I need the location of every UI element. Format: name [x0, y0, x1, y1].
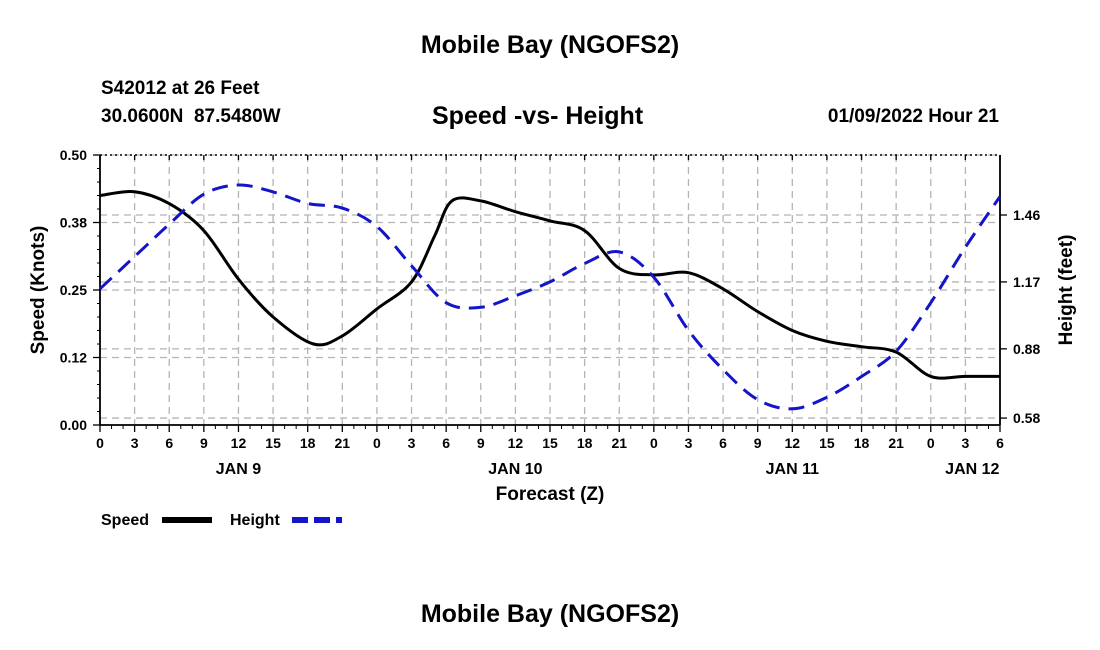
y-left-tick-label: 0.50 — [60, 147, 87, 163]
y-right-tick-label: 0.58 — [1013, 410, 1040, 426]
legend-height-label: Height — [230, 512, 280, 529]
x-tick-label: 6 — [719, 435, 727, 451]
x-tick-label: 9 — [477, 435, 485, 451]
x-tick-label: 0 — [96, 435, 104, 451]
legend-speed-label: Speed — [101, 512, 149, 529]
x-tick-label: 12 — [508, 435, 524, 451]
date-label: JAN 11 — [766, 461, 819, 478]
x-tick-label: 21 — [335, 435, 351, 451]
forecast-datetime: 01/09/2022 Hour 21 — [827, 106, 999, 127]
y-right-tick-label: 0.88 — [1013, 341, 1040, 357]
x-axis-title: Forecast (Z) — [496, 484, 605, 505]
x-tick-label: 9 — [754, 435, 762, 451]
date-label: JAN 9 — [216, 461, 261, 478]
y-left-tick-label: 0.12 — [60, 350, 87, 366]
y-left-tick-label: 0.00 — [60, 417, 87, 433]
x-tick-label: 21 — [888, 435, 904, 451]
x-tick-label: 21 — [611, 435, 627, 451]
x-tick-label: 15 — [819, 435, 835, 451]
x-tick-label: 18 — [577, 435, 593, 451]
chart-subtitle: Speed -vs- Height — [432, 102, 644, 130]
x-tick-label: 12 — [231, 435, 247, 451]
speed-series-line — [99, 189, 1000, 380]
y-left-tick-label: 0.25 — [60, 282, 87, 298]
y-right-axis-title: Height (feet) — [1056, 235, 1077, 346]
x-tick-label: 3 — [131, 435, 139, 451]
legend: Speed Height — [101, 512, 342, 529]
x-tick-label: 9 — [200, 435, 208, 451]
station-label: S42012 at 26 Feet — [101, 78, 260, 99]
axes — [93, 154, 1007, 432]
series — [98, 183, 1002, 411]
x-tick-label: 3 — [961, 435, 969, 451]
y-left-tick-label: 0.38 — [60, 215, 87, 231]
y-right-tick-label: 1.17 — [1013, 274, 1040, 290]
axis-labels: 0 3 6 9 12 15 18 21 0 3 6 9 12 15 18 21 0 3 6 9 12 15 18 21 0 3 6 J… — [28, 147, 1077, 505]
x-tick-label: 0 — [650, 435, 658, 451]
date-label: JAN 10 — [488, 461, 542, 478]
y-right-tick-label: 1.46 — [1013, 207, 1040, 223]
x-tick-label: 3 — [408, 435, 416, 451]
x-tick-label: 12 — [785, 435, 801, 451]
x-tick-label: 6 — [996, 435, 1004, 451]
speed-height-chart: 0 3 6 9 12 15 18 21 0 3 6 9 12 15 18 21 0 3 6 9 12 15 18 21 0 3 6 J… — [28, 147, 1077, 529]
bottom-title: Mobile Bay (NGOFS2) — [420, 600, 680, 628]
x-tick-label: 6 — [165, 435, 173, 451]
height-series-line — [98, 183, 1002, 411]
x-tick-label: 15 — [542, 435, 558, 451]
x-tick-label: 0 — [373, 435, 381, 451]
x-tick-label: 18 — [300, 435, 316, 451]
page-title: Mobile Bay (NGOFS2) — [420, 31, 680, 59]
date-label: JAN 12 — [945, 461, 999, 478]
x-tick-label: 15 — [265, 435, 281, 451]
grid — [99, 154, 1001, 426]
y-left-axis-title: Speed (Knots) — [28, 226, 49, 355]
x-tick-label: 6 — [442, 435, 450, 451]
coordinates-label: 30.0600N 87.5480W — [101, 106, 281, 127]
x-tick-label: 18 — [854, 435, 870, 451]
x-tick-label: 0 — [927, 435, 935, 451]
x-tick-label: 3 — [685, 435, 693, 451]
